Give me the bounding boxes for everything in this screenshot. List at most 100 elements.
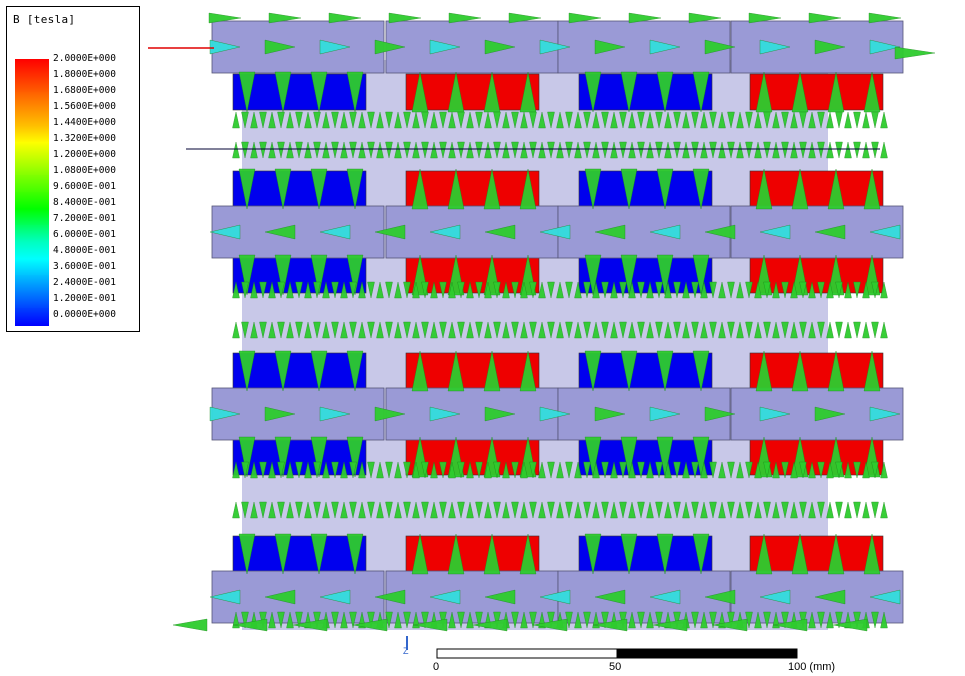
fringe-arrow <box>853 611 861 629</box>
fringe-arrow <box>781 461 789 479</box>
legend-color-segment <box>15 92 49 110</box>
fringe-arrow <box>511 611 519 629</box>
pole-plate <box>385 570 559 624</box>
flux-arrow-up <box>519 168 537 210</box>
magnet-north <box>749 535 884 573</box>
pole-flux-arrow <box>594 589 626 605</box>
fringe-arrow <box>772 501 780 519</box>
fringe-arrow <box>583 281 591 299</box>
pole-flux-arrow <box>264 39 296 55</box>
fringe-arrow <box>763 501 771 519</box>
flux-arrow-up <box>827 168 845 210</box>
fringe-arrow <box>466 281 474 299</box>
magnet-north <box>405 73 540 111</box>
fringe-arrow <box>430 141 438 159</box>
fringe-arrow <box>799 141 807 159</box>
fringe-arrow <box>619 461 627 479</box>
fringe-arrow <box>304 141 312 159</box>
fringe-arrow <box>763 461 771 479</box>
fringe-arrow <box>385 611 393 629</box>
pole-flux-arrow <box>759 224 791 240</box>
fringe-arrow <box>547 611 555 629</box>
fringe-arrow <box>277 611 285 629</box>
fringe-arrow <box>817 461 825 479</box>
fringe-arrow <box>412 281 420 299</box>
fringe-arrow <box>700 111 708 129</box>
fringe-arrow <box>610 321 618 339</box>
z-axis-label: Z <box>403 646 409 656</box>
fringe-arrow <box>340 611 348 629</box>
edge-arrow <box>688 12 722 24</box>
edge-arrow <box>832 618 868 632</box>
pole-flux-arrow <box>209 589 241 605</box>
pole-plate <box>211 205 385 259</box>
fringe-arrow <box>421 111 429 129</box>
fringe-arrow <box>790 461 798 479</box>
fringe-arrow <box>268 321 276 339</box>
fringe-arrow <box>682 501 690 519</box>
fringe-arrow <box>556 461 564 479</box>
fringe-arrow <box>511 111 519 129</box>
flux-arrow-up <box>447 350 465 392</box>
fringe-arrow <box>646 321 654 339</box>
fringe-arrow <box>511 501 519 519</box>
pole-flux-arrow <box>649 39 681 55</box>
fringe-arrow <box>493 281 501 299</box>
fringe-arrow <box>790 321 798 339</box>
flux-arrow-down <box>310 436 328 478</box>
flux-arrow-down <box>584 71 602 113</box>
fringe-arrow <box>547 321 555 339</box>
fringe-arrow <box>574 321 582 339</box>
fringe-arrow <box>619 321 627 339</box>
fringe-arrow <box>349 321 357 339</box>
fringe-arrow <box>718 281 726 299</box>
legend-tick-label: 1.8000E+000 <box>53 69 116 80</box>
fringe-arrow <box>232 461 240 479</box>
fringe-arrow <box>745 111 753 129</box>
flux-arrow-down <box>346 436 364 478</box>
fringe-arrow <box>862 461 870 479</box>
fringe-arrow <box>529 281 537 299</box>
fringe-arrow <box>880 321 888 339</box>
fringe-arrow <box>637 111 645 129</box>
fringe-arrow <box>754 141 762 159</box>
fringe-arrow <box>430 461 438 479</box>
fringe-arrow <box>754 611 762 629</box>
fringe-arrow <box>853 501 861 519</box>
fringe-arrow <box>592 111 600 129</box>
fringe-arrow <box>439 501 447 519</box>
fringe-arrow <box>646 111 654 129</box>
fringe-arrow <box>331 501 339 519</box>
fringe-arrow <box>700 321 708 339</box>
pole-flux-arrow <box>484 224 516 240</box>
fringe-arrow <box>880 141 888 159</box>
pole-plate <box>557 205 731 259</box>
fringe-arrow <box>367 281 375 299</box>
flux-arrow-down <box>238 350 256 392</box>
legend-tick-label: 3.6000E-001 <box>53 261 116 272</box>
fringe-arrow <box>358 501 366 519</box>
fringe-arrow <box>565 141 573 159</box>
fringe-arrow <box>385 141 393 159</box>
fringe-arrow <box>853 461 861 479</box>
fringe-arrow <box>385 461 393 479</box>
fringe-arrow <box>583 111 591 129</box>
edge-arrow <box>772 618 808 632</box>
fringe-arrow <box>709 281 717 299</box>
fringe-arrow <box>286 501 294 519</box>
flux-arrow-up <box>863 533 881 575</box>
fringe-arrow <box>754 501 762 519</box>
fringe-arrow <box>475 111 483 129</box>
fringe-arrow <box>826 141 834 159</box>
fringe-arrow <box>475 321 483 339</box>
fringe-arrow <box>367 111 375 129</box>
flux-arrow-down <box>238 254 256 296</box>
fringe-arrow <box>682 321 690 339</box>
pole-flux-arrow <box>319 589 351 605</box>
fringe-arrow <box>637 501 645 519</box>
legend-tick-label: 9.6000E-001 <box>53 181 116 192</box>
fringe-arrow <box>475 141 483 159</box>
fringe-arrow <box>493 501 501 519</box>
flux-arrow-down <box>274 168 292 210</box>
fringe-arrow <box>610 111 618 129</box>
